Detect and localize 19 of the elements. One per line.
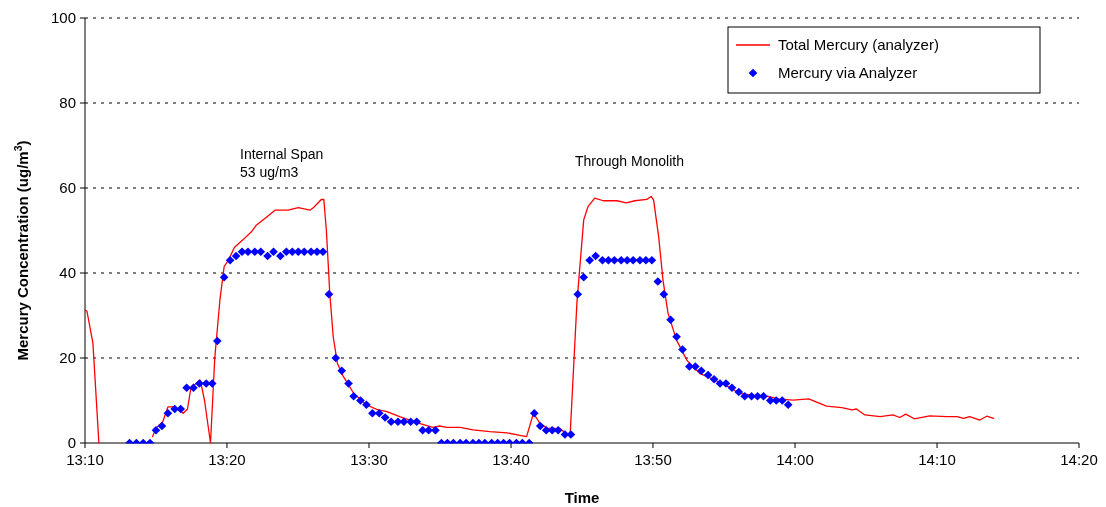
x-tick-label: 13:40 xyxy=(492,451,530,468)
x-tick-label: 13:10 xyxy=(66,451,104,468)
y-tick-label: 60 xyxy=(59,179,76,197)
x-tick-label: 13:50 xyxy=(634,451,672,468)
x-tick-label: 14:20 xyxy=(1060,451,1098,468)
y-tick-label: 40 xyxy=(59,264,76,282)
y-tick-label: 20 xyxy=(59,349,76,367)
y-tick-label: 0 xyxy=(67,434,76,452)
x-tick-label: 13:20 xyxy=(208,451,246,468)
x-tick-label: 14:10 xyxy=(918,451,956,468)
x-tick-label: 13:30 xyxy=(350,451,388,468)
annotation: Internal Span 53 ug/m3 xyxy=(240,146,324,180)
y-tick-label: 100 xyxy=(50,9,76,27)
annotation: Through Monolith xyxy=(575,153,684,169)
x-tick-label: 14:00 xyxy=(776,451,814,468)
legend-label: Total Mercury (analyzer) xyxy=(778,36,939,54)
y-tick-label: 80 xyxy=(59,94,76,112)
legend-label: Mercury via Analyzer xyxy=(778,64,918,82)
x-axis-title: Time xyxy=(564,489,600,506)
